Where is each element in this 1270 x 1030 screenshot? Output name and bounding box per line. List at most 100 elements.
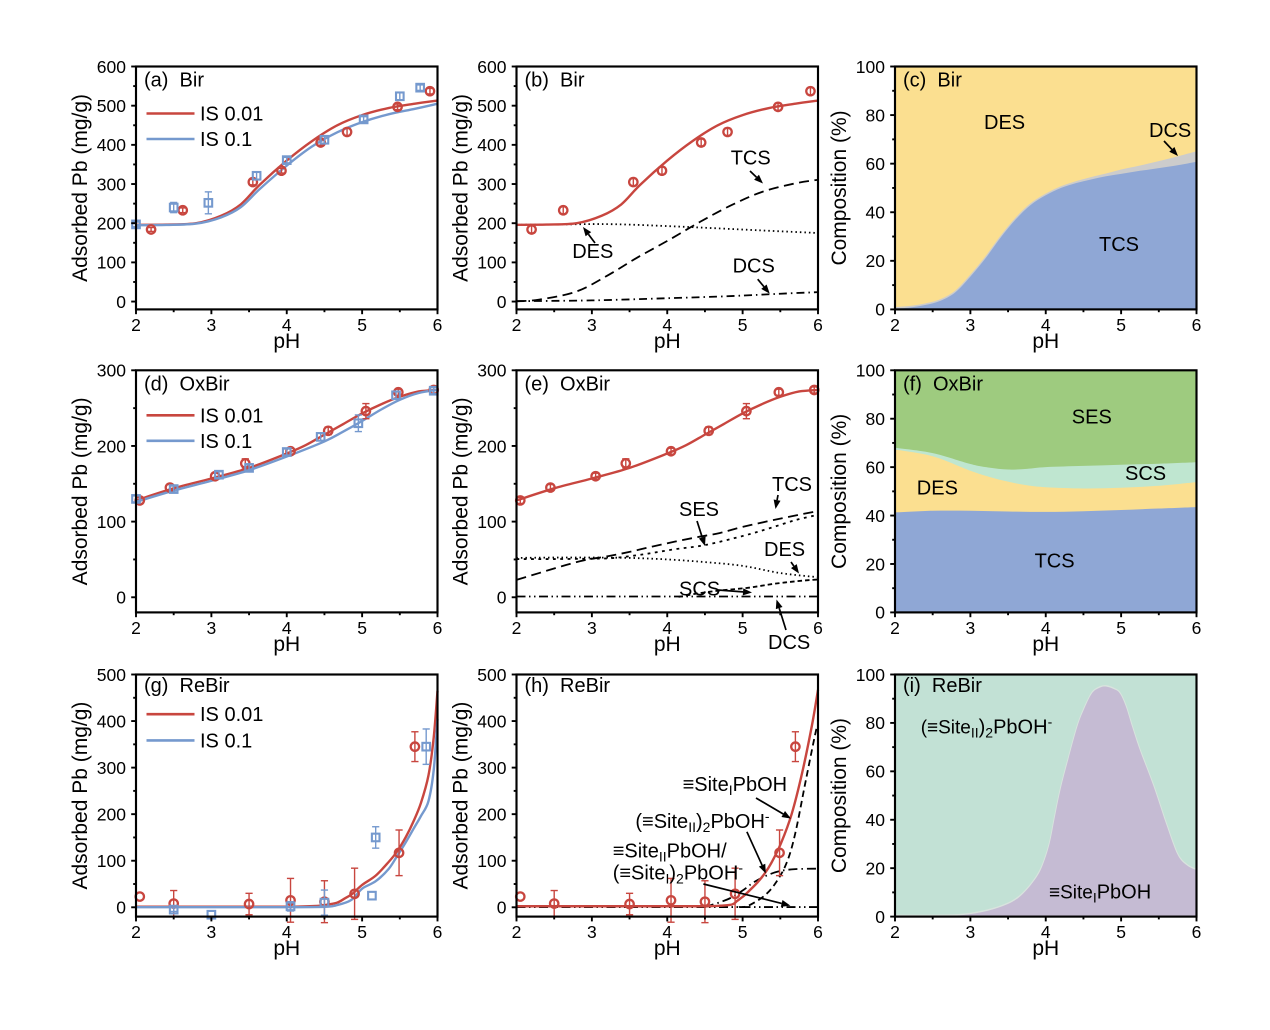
svg-text:400: 400 bbox=[97, 135, 126, 155]
svg-text:SCS: SCS bbox=[1125, 463, 1166, 485]
svg-text:0: 0 bbox=[497, 588, 507, 608]
svg-text:2: 2 bbox=[512, 618, 522, 638]
svg-text:(e) OxBir: (e) OxBir bbox=[525, 373, 611, 395]
svg-text:200: 200 bbox=[97, 436, 126, 456]
svg-text:6: 6 bbox=[433, 922, 443, 942]
svg-text:200: 200 bbox=[477, 214, 506, 234]
svg-text:200: 200 bbox=[477, 804, 506, 824]
svg-text:5: 5 bbox=[1116, 922, 1126, 942]
svg-text:600: 600 bbox=[477, 57, 506, 77]
svg-text:(h) ReBir: (h) ReBir bbox=[525, 675, 611, 697]
svg-text:6: 6 bbox=[433, 315, 443, 335]
svg-text:IS 0.1: IS 0.1 bbox=[200, 431, 252, 453]
svg-text:4: 4 bbox=[282, 922, 292, 942]
svg-text:6: 6 bbox=[1192, 315, 1202, 335]
svg-text:300: 300 bbox=[97, 174, 126, 194]
svg-text:4: 4 bbox=[1041, 315, 1051, 335]
svg-text:Adsorbed Pb (mg/g): Adsorbed Pb (mg/g) bbox=[69, 702, 92, 890]
svg-text:6: 6 bbox=[1192, 922, 1202, 942]
svg-text:Composition (%): Composition (%) bbox=[828, 718, 851, 873]
svg-text:(g) ReBir: (g) ReBir bbox=[144, 675, 230, 697]
svg-text:60: 60 bbox=[866, 457, 886, 477]
svg-text:400: 400 bbox=[477, 711, 506, 731]
svg-text:100: 100 bbox=[97, 512, 126, 532]
svg-text:500: 500 bbox=[477, 665, 506, 685]
svg-text:pH: pH bbox=[1032, 633, 1059, 656]
svg-text:2: 2 bbox=[131, 618, 141, 638]
svg-text:500: 500 bbox=[477, 96, 506, 116]
svg-text:200: 200 bbox=[97, 214, 126, 234]
svg-text:4: 4 bbox=[1041, 618, 1051, 638]
svg-text:3: 3 bbox=[966, 618, 976, 638]
svg-text:IS 0.01: IS 0.01 bbox=[200, 704, 263, 726]
svg-text:5: 5 bbox=[738, 922, 748, 942]
svg-text:Adsorbed Pb (mg/g): Adsorbed Pb (mg/g) bbox=[450, 94, 473, 282]
svg-text:3: 3 bbox=[587, 315, 597, 335]
svg-text:IS 0.1: IS 0.1 bbox=[200, 730, 252, 752]
svg-text:SES: SES bbox=[1072, 407, 1112, 429]
svg-text:3: 3 bbox=[966, 315, 976, 335]
svg-text:6: 6 bbox=[813, 315, 823, 335]
svg-text:60: 60 bbox=[866, 154, 886, 174]
svg-text:pH: pH bbox=[273, 330, 300, 353]
svg-text:pH: pH bbox=[654, 330, 681, 353]
svg-text:2: 2 bbox=[890, 618, 900, 638]
svg-text:4: 4 bbox=[662, 922, 672, 942]
svg-text:Adsorbed Pb (mg/g): Adsorbed Pb (mg/g) bbox=[450, 397, 473, 585]
svg-text:5: 5 bbox=[357, 315, 367, 335]
svg-text:0: 0 bbox=[497, 292, 507, 312]
svg-text:Adsorbed Pb (mg/g): Adsorbed Pb (mg/g) bbox=[69, 94, 92, 282]
svg-text:2: 2 bbox=[512, 922, 522, 942]
svg-text:0: 0 bbox=[116, 588, 126, 608]
svg-text:5: 5 bbox=[738, 618, 748, 638]
svg-text:300: 300 bbox=[477, 758, 506, 778]
svg-text:300: 300 bbox=[97, 758, 126, 778]
svg-text:(b) Bir: (b) Bir bbox=[525, 70, 585, 92]
svg-text:3: 3 bbox=[207, 315, 217, 335]
svg-text:200: 200 bbox=[97, 804, 126, 824]
svg-text:300: 300 bbox=[97, 361, 126, 381]
svg-text:5: 5 bbox=[738, 315, 748, 335]
svg-text:0: 0 bbox=[497, 898, 507, 918]
svg-text:Adsorbed Pb (mg/g): Adsorbed Pb (mg/g) bbox=[450, 702, 473, 890]
svg-text:SCS: SCS bbox=[679, 579, 720, 601]
svg-text:3: 3 bbox=[207, 922, 217, 942]
svg-text:3: 3 bbox=[587, 922, 597, 942]
svg-text:(i) ReBir: (i) ReBir bbox=[903, 675, 982, 697]
svg-text:20: 20 bbox=[866, 251, 886, 271]
svg-text:pH: pH bbox=[273, 633, 300, 656]
svg-text:DES: DES bbox=[984, 112, 1025, 134]
svg-text:2: 2 bbox=[890, 315, 900, 335]
svg-text:2: 2 bbox=[512, 315, 522, 335]
svg-text:IS 0.01: IS 0.01 bbox=[200, 104, 263, 126]
svg-text:pH: pH bbox=[1032, 330, 1059, 353]
svg-text:80: 80 bbox=[866, 713, 886, 733]
svg-text:DCS: DCS bbox=[768, 632, 810, 654]
svg-text:DES: DES bbox=[572, 241, 613, 263]
svg-text:4: 4 bbox=[1041, 922, 1051, 942]
svg-text:(d) OxBir: (d) OxBir bbox=[144, 373, 230, 395]
svg-text:60: 60 bbox=[866, 762, 886, 782]
svg-text:pH: pH bbox=[273, 937, 300, 960]
svg-text:DES: DES bbox=[917, 478, 958, 500]
svg-text:100: 100 bbox=[477, 253, 506, 273]
svg-text:0: 0 bbox=[875, 603, 885, 623]
svg-text:80: 80 bbox=[866, 409, 886, 429]
svg-text:2: 2 bbox=[890, 922, 900, 942]
svg-text:300: 300 bbox=[477, 361, 506, 381]
svg-text:3: 3 bbox=[587, 618, 597, 638]
svg-text:100: 100 bbox=[477, 512, 506, 532]
svg-text:40: 40 bbox=[866, 203, 886, 223]
svg-text:Composition (%): Composition (%) bbox=[828, 414, 851, 569]
svg-text:DCS: DCS bbox=[733, 256, 775, 278]
svg-text:100: 100 bbox=[856, 361, 885, 381]
svg-text:2: 2 bbox=[131, 922, 141, 942]
svg-text:pH: pH bbox=[654, 937, 681, 960]
svg-text:0: 0 bbox=[116, 292, 126, 312]
svg-text:≡SiteIPbOH: ≡SiteIPbOH bbox=[683, 774, 788, 798]
svg-text:(f) OxBir: (f) OxBir bbox=[903, 373, 983, 395]
svg-text:4: 4 bbox=[662, 315, 672, 335]
svg-text:DES: DES bbox=[764, 539, 805, 561]
svg-text:400: 400 bbox=[97, 711, 126, 731]
svg-text:4: 4 bbox=[282, 618, 292, 638]
